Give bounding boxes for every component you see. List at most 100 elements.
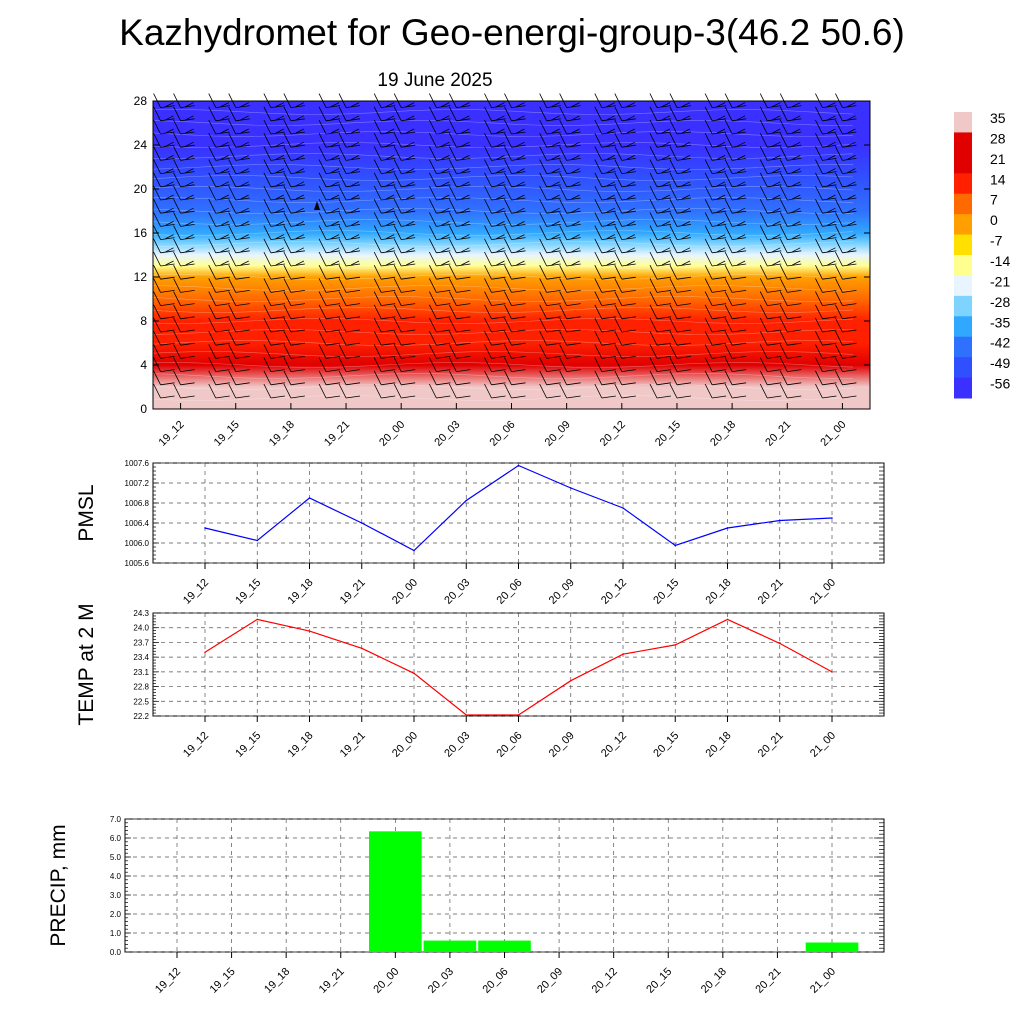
wind-barb [779, 344, 802, 359]
wind-barb [559, 199, 581, 214]
precip-bar [805, 942, 859, 952]
wind-barb [373, 185, 396, 201]
wind-barb [779, 265, 802, 280]
y-axis-label: TEMP at 2 M [75, 603, 98, 725]
wind-barb [318, 238, 341, 254]
data-point [256, 618, 259, 621]
data-point [256, 539, 259, 542]
wind-barb [815, 212, 837, 227]
wind-barb [318, 199, 341, 214]
wind-barb [428, 317, 451, 333]
wind-barb [448, 172, 471, 188]
wind-barb [614, 317, 636, 333]
wind-barb [835, 370, 857, 386]
wind-barb [283, 146, 305, 161]
x-tick-label: 20_06 [488, 419, 518, 449]
wind-barb [283, 317, 305, 333]
x-tick-label: 20_18 [708, 419, 738, 449]
wind-barb [594, 146, 616, 161]
isotherm-line [152, 318, 854, 324]
wind-barb [263, 212, 285, 227]
wind-barb [539, 317, 561, 333]
wind-barb [283, 159, 305, 174]
wind-barb [815, 225, 837, 240]
x-tick-label: 21_00 [808, 730, 838, 760]
wind-barb [373, 133, 396, 148]
wind-barb [153, 185, 175, 201]
wind-barb [815, 172, 837, 188]
wind-barb [428, 278, 451, 293]
wind-barb [759, 344, 782, 359]
wind-barb [173, 304, 195, 320]
wind-barb [263, 251, 285, 267]
wind-barb [669, 119, 692, 135]
wind-barb [153, 172, 175, 188]
wind-barb [153, 251, 175, 267]
wind-barb [594, 159, 616, 174]
wind-barb [594, 265, 616, 280]
wind-barb [373, 317, 396, 333]
isotherm-line [152, 395, 854, 401]
isotherm-line [152, 285, 854, 291]
wind-barb [393, 199, 416, 214]
wind-barb [815, 238, 837, 254]
wind-barb [724, 133, 747, 148]
wind-barb [504, 212, 526, 227]
isotherm-line [152, 362, 854, 368]
wind-barb [815, 331, 837, 346]
wind-barb [283, 172, 305, 188]
wind-barb [208, 357, 230, 372]
wind-barb [373, 357, 396, 372]
isotherm-line [152, 307, 854, 313]
wind-barb [428, 304, 451, 320]
wind-barb [649, 251, 672, 267]
wind-barb [393, 291, 416, 306]
wind-barb [669, 185, 692, 201]
wind-barb [614, 225, 636, 240]
wind-barb [318, 304, 341, 320]
wind-barb [559, 185, 581, 201]
wind-barb [428, 251, 451, 267]
wind-barb [779, 159, 802, 174]
wind-barb [559, 119, 581, 135]
wind-barb [228, 159, 250, 174]
wind-barb [153, 304, 175, 320]
wind-barb [835, 331, 857, 346]
wind-barb [338, 238, 361, 254]
wind-barb [724, 199, 747, 214]
wind-barb [173, 133, 195, 148]
wind-barb [173, 344, 195, 359]
wind-barb [779, 304, 802, 320]
wind-barb [484, 278, 506, 293]
isotherm-line [152, 296, 854, 302]
colorbar-label: -21 [990, 273, 1010, 289]
wind-barb [759, 278, 782, 293]
wind-barb [835, 291, 857, 306]
wind-barb [504, 383, 526, 399]
wind-barb [318, 225, 341, 240]
wind-barb [228, 304, 250, 320]
colorbar: 35 28 21 14 7 0 -7 -14 -21 -28 -35 -42 -49 -56 [954, 110, 1010, 399]
x-tick-label: 19_12 [153, 966, 183, 996]
wind-barb [504, 291, 526, 306]
wind-barb [815, 265, 837, 280]
wind-barb [724, 383, 747, 399]
wind-barb [504, 265, 526, 280]
colorbar-label: -56 [990, 376, 1010, 392]
wind-barb [448, 106, 471, 122]
series-line [204, 618, 833, 716]
wind-barb [724, 146, 747, 161]
x-tick-label: 19_15 [208, 966, 238, 996]
wind-barb [393, 357, 416, 372]
isotherm-line [152, 175, 854, 181]
wind-barb [228, 238, 250, 254]
wind-barb [338, 317, 361, 333]
wind-barb [283, 265, 305, 280]
colorbar-cell [954, 132, 972, 154]
wind-barb [283, 212, 305, 227]
wind-barb [484, 119, 506, 135]
wind-barb [759, 159, 782, 174]
y-tick-label: 24.3 [133, 609, 149, 618]
wind-barb [283, 106, 305, 122]
wind-barb [393, 225, 416, 240]
